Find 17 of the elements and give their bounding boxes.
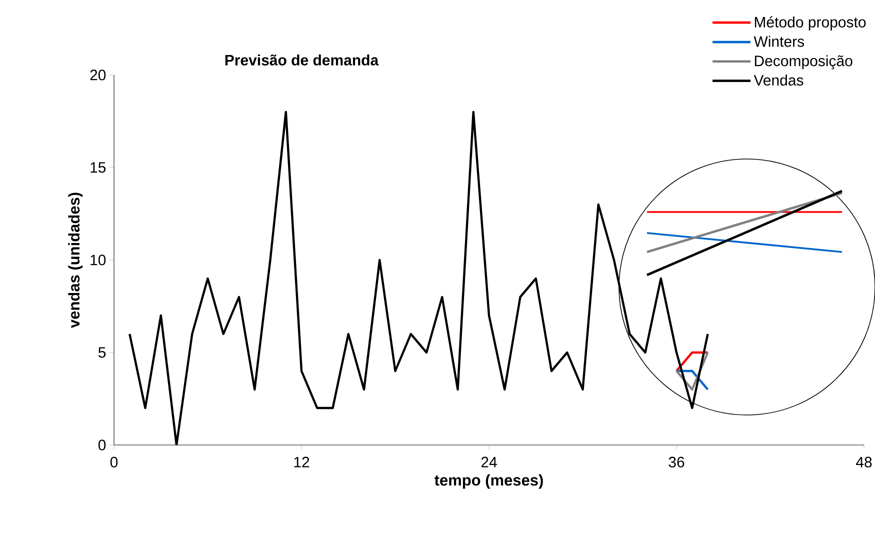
x-tick-label: 12	[294, 456, 310, 468]
y-tick-label: 5	[98, 347, 106, 358]
legend-label: Winters	[754, 36, 804, 47]
legend-label: Vendas	[754, 74, 804, 86]
x-tick-label: 48	[856, 456, 872, 468]
x-tick-label: 24	[481, 456, 497, 468]
x-tick-label: 36	[668, 456, 684, 468]
y-axis-title: vendas (unidades)	[68, 192, 83, 328]
x-axis-title: tempo (meses)	[434, 474, 543, 489]
y-tick-label: 10	[90, 254, 106, 266]
legend-label: Decomposição	[754, 55, 852, 70]
chart-title: Previsão de demanda	[225, 54, 379, 66]
y-tick-label: 15	[90, 162, 106, 173]
y-tick-label: 0	[98, 440, 106, 450]
y-tick-label: 20	[90, 70, 106, 80]
x-tick-label: 0	[110, 456, 118, 468]
legend-label: Método proposto	[754, 16, 866, 30]
